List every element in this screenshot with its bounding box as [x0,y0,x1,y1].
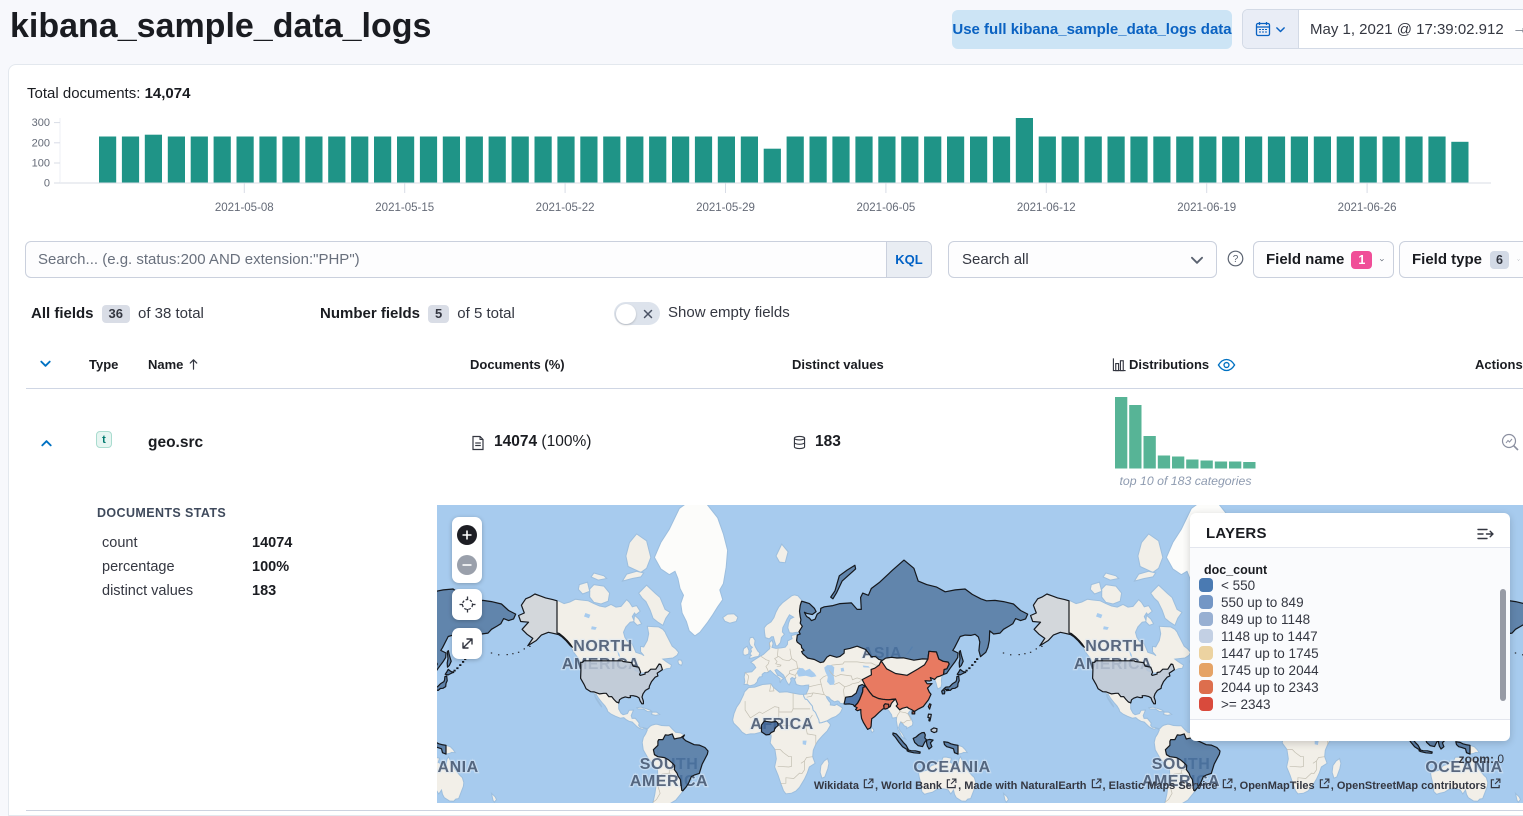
svg-text:0: 0 [44,178,50,190]
svg-text:2021-05-08: 2021-05-08 [215,202,274,214]
svg-text:2021-06-26: 2021-06-26 [1338,202,1397,214]
svg-text:2021-06-12: 2021-06-12 [1017,202,1076,214]
svg-text:2021-05-15: 2021-05-15 [375,202,434,214]
svg-text:2021-06-05: 2021-06-05 [856,202,915,214]
svg-text:2021-06-19: 2021-06-19 [1177,202,1236,214]
svg-text:100: 100 [32,158,50,170]
svg-text:2021-05-29: 2021-05-29 [696,202,755,214]
svg-text:2021-05-22: 2021-05-22 [536,202,595,214]
svg-text:300: 300 [32,117,50,129]
svg-text:?: ? [1233,254,1239,265]
svg-text:200: 200 [32,137,50,149]
